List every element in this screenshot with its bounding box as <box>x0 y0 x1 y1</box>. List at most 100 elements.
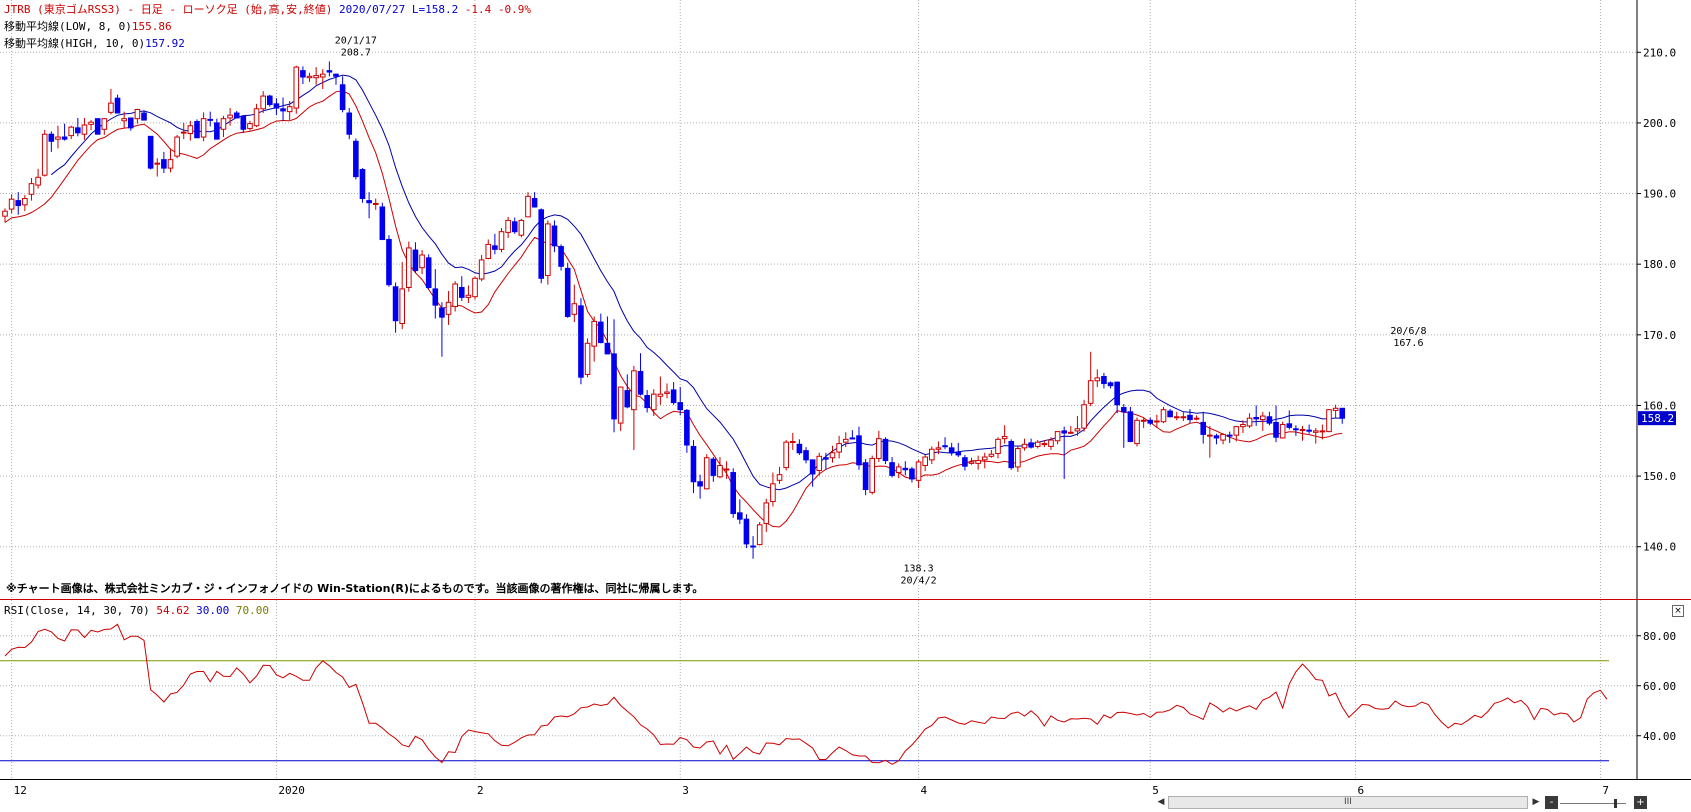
candle-body <box>856 435 862 466</box>
candle-body <box>452 283 458 308</box>
annotation-price: 167.6 <box>1393 338 1423 349</box>
candle-body <box>1054 431 1061 442</box>
candle-body <box>41 133 48 176</box>
candle-body <box>783 441 789 469</box>
candle-body <box>1015 448 1021 468</box>
candle-body <box>108 102 114 113</box>
candle-body <box>220 118 227 130</box>
candle-body <box>260 95 266 110</box>
scroll-grip[interactable]: III <box>1344 797 1352 807</box>
candle-body <box>796 443 803 454</box>
candle-body <box>889 462 895 476</box>
candle-body <box>1041 443 1048 446</box>
zoom-out-button[interactable]: - <box>1545 796 1558 809</box>
candle-body <box>650 393 657 411</box>
candle-body <box>233 112 240 119</box>
candle-body <box>8 198 15 210</box>
last-price-label: L=158.2 <box>411 3 459 16</box>
y-tick-label: 140.0 <box>1643 541 1676 554</box>
candle-body <box>114 97 121 114</box>
candle-body <box>267 95 273 106</box>
candle-body <box>869 457 876 493</box>
candle-body <box>472 277 478 298</box>
candle-body <box>756 524 763 546</box>
candle-body <box>1048 439 1054 447</box>
candle-body <box>743 518 750 545</box>
candle-body <box>750 545 756 548</box>
candle-body <box>942 445 948 448</box>
candle-body <box>359 169 366 199</box>
scroll-left-arrow-icon[interactable]: ◀ <box>1157 797 1165 807</box>
candle-body <box>988 453 995 457</box>
candle-body <box>1134 419 1140 445</box>
candle-body <box>280 108 286 112</box>
ma-high-value: 157.92 <box>145 37 185 50</box>
candle-body <box>1120 407 1127 413</box>
candle-body <box>876 438 882 459</box>
candle-body <box>1306 429 1312 432</box>
candle-body <box>1160 409 1167 423</box>
annotation-price: 138.3 <box>904 564 934 575</box>
candle-body <box>161 159 167 169</box>
annotation-date: 20/4/2 <box>900 576 936 587</box>
y-tick-label: 150.0 <box>1643 470 1676 483</box>
candle-body <box>902 467 909 471</box>
candle-body <box>412 249 419 272</box>
zoom-in-button[interactable]: + <box>1634 796 1647 809</box>
candle-body <box>776 474 783 481</box>
rsi-value: 54.62 <box>156 604 190 617</box>
candle-body <box>1279 424 1286 439</box>
candle-body <box>809 459 816 475</box>
candle-body <box>975 460 981 464</box>
candle-body <box>637 371 644 395</box>
candle-body <box>948 447 955 454</box>
rsi-legend: RSI(Close, 14, 30, 70) 54.62 30.00 70.00 <box>4 604 269 618</box>
candle-body <box>816 455 823 471</box>
candle-body <box>399 288 405 325</box>
candle-body <box>598 321 604 344</box>
rsi-close-icon[interactable]: × <box>1672 605 1684 617</box>
candle-body <box>1021 443 1028 449</box>
candle-body <box>147 135 154 169</box>
candle-body <box>485 243 492 260</box>
candle-body <box>61 136 68 140</box>
candle-body <box>1081 404 1087 429</box>
candle-body <box>121 118 127 122</box>
candle-body <box>829 452 836 459</box>
candle-body <box>1028 442 1034 448</box>
candle-body <box>253 108 260 127</box>
ma-high-line <box>50 74 1343 491</box>
x-tick-label: 3 <box>682 784 689 797</box>
candle-body <box>1286 423 1293 428</box>
candle-body <box>670 389 677 404</box>
candle-body <box>167 159 174 169</box>
date-label: 2020/07/27 <box>338 3 406 16</box>
horizontal-scrollbar[interactable]: III <box>1168 796 1528 809</box>
zoom-thumb[interactable] <box>1614 799 1617 808</box>
candle-body <box>1173 416 1180 419</box>
annotation-date: 20/1/17 <box>335 35 377 46</box>
x-tick-label: 7 <box>1602 784 1609 797</box>
candle-body <box>55 136 61 140</box>
candle-body <box>1193 417 1200 420</box>
zoom-slider[interactable] <box>1560 799 1626 808</box>
candle-body <box>1293 428 1299 431</box>
candle-body <box>1213 435 1220 439</box>
candle-body <box>15 200 22 207</box>
candle-body <box>1339 407 1346 419</box>
candle-body <box>895 466 902 474</box>
candle-body <box>968 461 975 464</box>
candle-body <box>690 445 697 483</box>
scroll-right-arrow-icon[interactable]: ▶ <box>1532 797 1540 807</box>
rsi-tick-label: 80.00 <box>1643 630 1676 643</box>
x-tick-label: 2 <box>477 784 484 797</box>
symbol-title: JTRB (東京ゴムRSS3) <box>4 3 121 16</box>
candle-body <box>803 450 809 461</box>
y-tick-label: 190.0 <box>1643 188 1676 201</box>
candle-body <box>1200 421 1207 435</box>
candle-body <box>723 468 730 471</box>
y-tick-label: 210.0 <box>1643 46 1676 59</box>
candle-body <box>28 183 35 195</box>
period-label: - 日足 - ローソク足 (始,高,安,終値) <box>120 3 333 16</box>
